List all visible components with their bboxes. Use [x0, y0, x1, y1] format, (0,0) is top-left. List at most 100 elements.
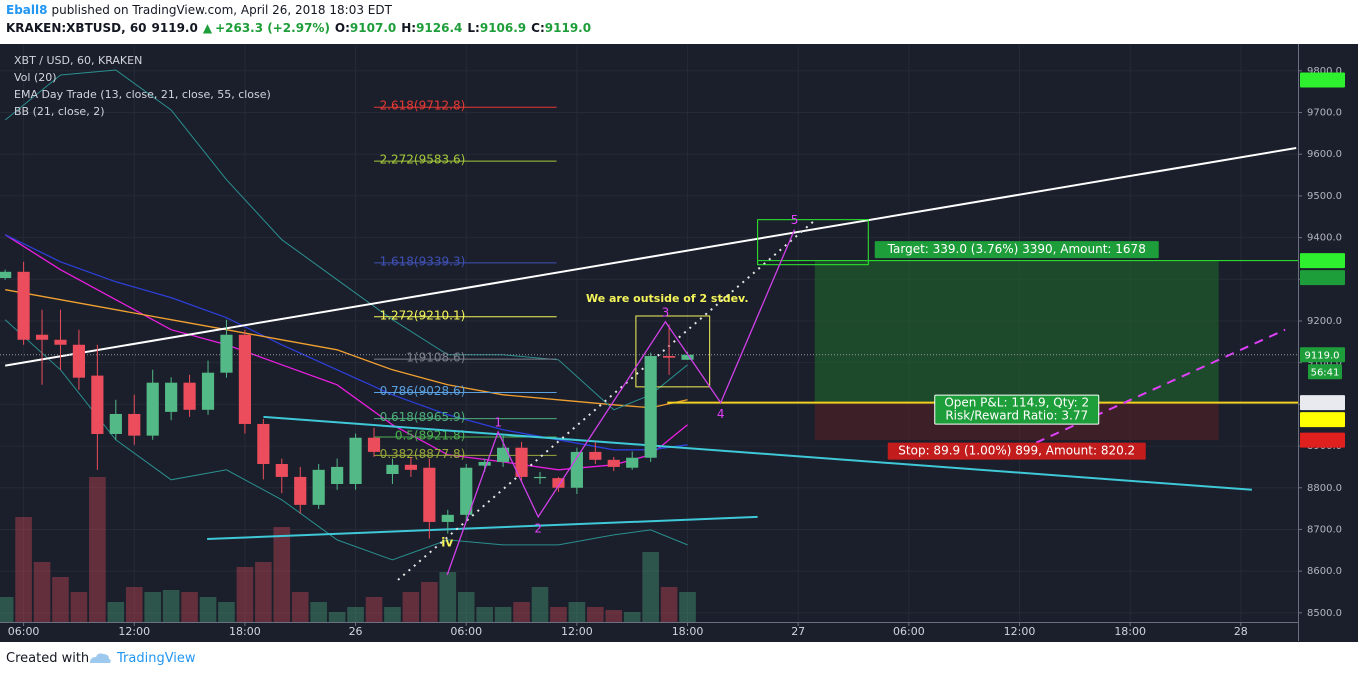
- candle-body: [589, 451, 602, 460]
- footer: Created with TradingView: [0, 642, 1358, 676]
- candle-body: [552, 478, 565, 488]
- wave-label: 1: [494, 415, 502, 429]
- last-price: 9119.0: [151, 21, 198, 35]
- y-tick-label: 8600.0: [1307, 566, 1342, 577]
- volume-bar: [273, 527, 291, 622]
- candle-body: [128, 413, 141, 436]
- position-label: Stop: 89.9 (1.00%) 899, Amount: 820.2: [898, 444, 1135, 458]
- y-tick-label: 9400.0: [1307, 233, 1342, 244]
- ohlc-value: 9106.9: [479, 21, 527, 35]
- fib-label: 2.618(9712.8): [380, 99, 466, 113]
- y-tick-label: 9100.0: [1307, 358, 1342, 369]
- volume-bar: [476, 607, 493, 622]
- trend-line: [1035, 328, 1286, 444]
- x-tick-label: 27: [791, 625, 805, 638]
- volume-bar: [439, 572, 457, 622]
- volume-bar: [144, 592, 161, 622]
- ohlc-key: H:: [401, 21, 417, 35]
- price-tag: [1300, 395, 1345, 411]
- note: We are outside of 2 stdev.: [586, 292, 749, 305]
- y-tick-label: 9700.0: [1307, 108, 1342, 119]
- x-tick-label: 06:00: [8, 625, 40, 638]
- volume-bar: [384, 607, 401, 622]
- volume-bar: [347, 607, 364, 622]
- trend-line: [263, 415, 1252, 491]
- volume-bar: [218, 602, 235, 622]
- volume-bar: [89, 477, 106, 622]
- candle-body: [294, 476, 307, 505]
- volume-bar: [605, 610, 623, 622]
- wave-label: 3: [662, 305, 670, 319]
- volume-bar: [162, 590, 180, 622]
- volume-bar: [328, 612, 346, 622]
- indicator-label: Vol (20): [14, 71, 57, 84]
- position-label: Target: 339.0 (3.76%) 3390, Amount: 1678: [887, 242, 1146, 256]
- candle-body: [201, 372, 215, 410]
- indicator-line: [4, 69, 688, 411]
- price-tag: [1300, 270, 1345, 286]
- publish-line: Eball8 published on TradingView.com, Apri…: [6, 3, 392, 17]
- y-tick-label: 9200.0: [1307, 316, 1342, 327]
- created-with: Created with: [6, 651, 90, 666]
- candle-body: [607, 459, 620, 467]
- candle-body: [72, 344, 86, 378]
- x-tick-label: 18:00: [672, 625, 704, 638]
- candle-body: [515, 447, 528, 477]
- header: Eball8 published on TradingView.com, Apri…: [0, 0, 1358, 44]
- candle-body: [570, 451, 583, 488]
- y-tick-label: 8500.0: [1307, 608, 1342, 619]
- candle-body: [146, 382, 159, 436]
- x-tick-label: 26: [349, 625, 363, 638]
- publish-info: published on TradingView.com, April 26, …: [51, 3, 392, 17]
- y-tick-label: 8700.0: [1307, 524, 1342, 535]
- volume-bar: [255, 562, 272, 622]
- price-tag: [1300, 347, 1345, 363]
- symbol: KRAKEN:XBTUSD, 60: [6, 21, 147, 35]
- candle-body: [681, 354, 694, 360]
- candle-body: [35, 334, 49, 340]
- volume-bar: [310, 602, 327, 622]
- fib-label: 0.5(8921.8): [395, 428, 465, 442]
- chart-title: XBT / USD, 60, KRAKEN: [14, 54, 142, 67]
- candle-body: [165, 382, 178, 412]
- wave-label: 5: [791, 213, 799, 227]
- position-label-box: [934, 394, 1100, 425]
- x-tick-label: 18:00: [1114, 625, 1146, 638]
- candle-body: [238, 334, 251, 424]
- x-tick-label: 28: [1234, 625, 1248, 638]
- volume-bar: [421, 582, 438, 622]
- candle-body: [0, 271, 12, 279]
- volume-bar: [623, 612, 641, 622]
- brand[interactable]: TradingView: [117, 651, 196, 666]
- volume-bar: [107, 602, 125, 622]
- candle-body: [626, 457, 639, 468]
- countdown: 56:41: [1311, 367, 1340, 378]
- volume-bar: [181, 592, 198, 622]
- volume-bar: [568, 602, 586, 622]
- annotation-box: [635, 315, 711, 388]
- volume-bar: [70, 592, 88, 622]
- candle-body: [460, 467, 473, 515]
- author[interactable]: Eball8: [6, 3, 48, 17]
- candle-body: [220, 334, 233, 373]
- indicator-label: EMA Day Trade (13, close, 21, close, 55,…: [14, 88, 271, 101]
- position-label: Open P&L: 114.9, Qty: 2: [944, 396, 1089, 410]
- y-tick-label: 9600.0: [1307, 149, 1342, 160]
- volume-bar: [33, 562, 51, 622]
- y-tick-label: 9800.0: [1307, 66, 1342, 77]
- position-label: Risk/Reward Ratio: 3.77: [945, 409, 1088, 423]
- ohlc-key: L:: [467, 21, 480, 35]
- ticker-line: KRAKEN:XBTUSD, 60 9119.0 ▲ +263.3 (+2.97%) O…: [6, 21, 591, 35]
- fib-label: 0.786(9028.6): [380, 384, 466, 398]
- legend: XBT / USD, 60, KRAKEN Vol (20) EMA Day Tr…: [14, 54, 271, 118]
- volume-bar: [457, 592, 475, 622]
- fib-label: 0.618(8965.9): [380, 410, 466, 424]
- x-tick-label: 12:00: [561, 625, 593, 638]
- y-tick-label: 9500.0: [1307, 191, 1342, 202]
- candle-body: [386, 464, 399, 474]
- fib-label: 1.272(9210.1): [380, 308, 466, 322]
- candle-body: [312, 469, 325, 505]
- price-tag: [1300, 253, 1345, 269]
- trend-line: [5, 147, 1297, 367]
